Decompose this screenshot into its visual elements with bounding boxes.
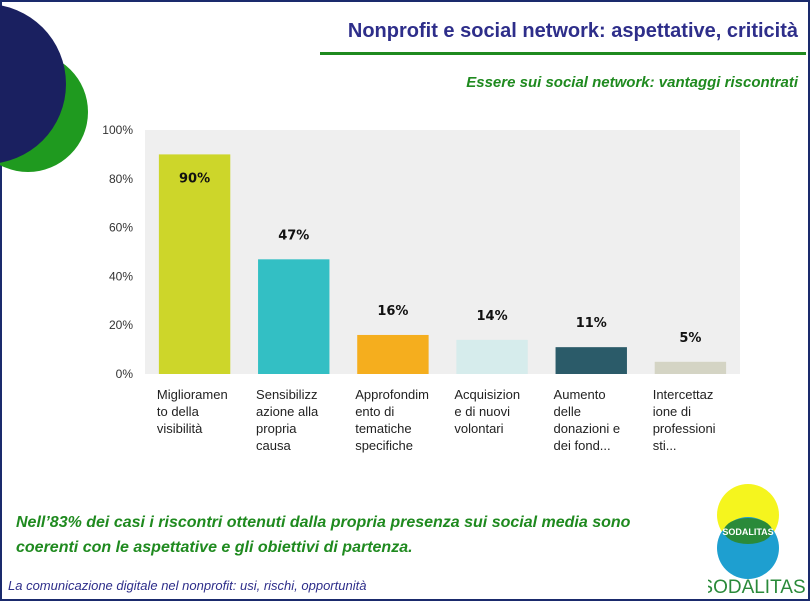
bar-value-label: 47% bbox=[278, 228, 309, 243]
bar-value-label: 16% bbox=[377, 304, 408, 319]
x-category-label-line: ione di bbox=[652, 404, 692, 419]
x-category-label-line: e di nuovi bbox=[454, 404, 511, 419]
bar-value-label: 11% bbox=[576, 316, 607, 331]
x-category-label: Acquisizion e di nuovi volontari bbox=[454, 386, 550, 437]
x-category-label: Aumento delle donazioni e dei fond... bbox=[554, 386, 650, 454]
x-category-label: Intercettaz ione di professioni sti... bbox=[653, 386, 749, 454]
bar bbox=[555, 347, 627, 374]
y-tick-label: 40% bbox=[109, 269, 133, 283]
y-tick-label: 0% bbox=[116, 367, 134, 380]
bar-value-label: 14% bbox=[477, 309, 508, 324]
y-tick-label: 80% bbox=[109, 172, 133, 186]
title-rule bbox=[320, 52, 806, 55]
bar-value-label: 90% bbox=[179, 171, 210, 186]
footer-text: La comunicazione digitale nel nonprofit:… bbox=[8, 578, 367, 593]
bar bbox=[456, 339, 528, 374]
x-category-label-line: to della bbox=[156, 404, 199, 419]
bar bbox=[158, 154, 231, 374]
sodalitas-logo: SODALITAS SODALITAS bbox=[708, 484, 806, 598]
navy-circle bbox=[0, 5, 66, 163]
bar bbox=[357, 334, 429, 374]
logo-green-band bbox=[724, 518, 772, 544]
x-category-label: Approfondim ento di tematiche specifiche bbox=[355, 386, 451, 454]
x-category-label-line: tematiche bbox=[355, 421, 412, 436]
logo-wordmark: SODALITAS bbox=[708, 577, 806, 598]
x-category-label-line: Intercettaz bbox=[652, 387, 714, 402]
x-category-label: Sensibilizz azione alla propria causa bbox=[256, 386, 352, 454]
x-category-label: Miglioramen to della visibilità bbox=[157, 386, 253, 437]
x-category-label-line: professioni bbox=[652, 421, 716, 436]
x-category-label-line: Acquisizion bbox=[454, 387, 521, 402]
bar-chart: 0% 20% 40% 60% 80% 100% 90% 47% 16% 14% 11% 5% Migl… bbox=[95, 120, 755, 470]
x-category-label-line: dei fond... bbox=[553, 438, 611, 453]
x-category-label-line: donazioni e bbox=[553, 421, 621, 436]
bar-value-label: 5% bbox=[679, 331, 701, 346]
plot-area bbox=[145, 130, 740, 374]
x-category-label-line: Approfondim bbox=[355, 387, 429, 402]
y-tick-label: 60% bbox=[109, 221, 133, 235]
x-category-label-line: delle bbox=[553, 404, 582, 419]
y-tick-label: 20% bbox=[109, 318, 133, 332]
bar-chart-svg: 0% 20% 40% 60% 80% 100% 90% 47% 16% 14% 11% 5% bbox=[102, 123, 740, 381]
x-category-label-line: causa bbox=[256, 438, 291, 453]
x-category-label-line: Aumento bbox=[553, 387, 606, 402]
x-category-label-line: Sensibilizz bbox=[256, 387, 318, 402]
x-category-label-line: visibilità bbox=[156, 421, 203, 436]
bar bbox=[258, 259, 330, 374]
slide-subtitle: Essere sui social network: vantaggi risc… bbox=[466, 74, 798, 91]
slide-title: Nonprofit e social network: aspettative,… bbox=[347, 20, 798, 42]
y-tick-label: 100% bbox=[102, 123, 133, 137]
corner-decoration bbox=[0, 5, 88, 172]
x-category-label-line: ento di bbox=[355, 404, 395, 419]
x-category-label-line: propria bbox=[256, 421, 297, 436]
logo-badge-text: SODALITAS bbox=[722, 527, 773, 537]
x-category-label-line: volontari bbox=[454, 421, 504, 436]
x-category-label-line: sti... bbox=[652, 438, 677, 453]
conclusion-text: Nell’83% dei casi i riscontri ottenuti d… bbox=[16, 514, 631, 556]
x-category-label-line: specifiche bbox=[355, 438, 414, 453]
x-category-label-line: Miglioramen bbox=[156, 387, 228, 402]
bar bbox=[654, 361, 727, 374]
x-category-label-line: azione alla bbox=[256, 404, 319, 419]
